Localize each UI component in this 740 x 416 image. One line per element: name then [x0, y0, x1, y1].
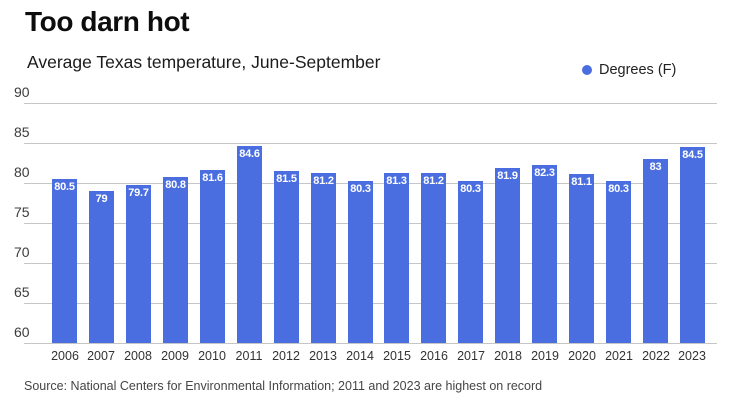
bar-2018: 81.9 [495, 168, 520, 343]
bar-value-label-2018: 81.9 [497, 170, 518, 182]
bar-value-label-2010: 81.6 [202, 172, 223, 184]
y-axis-tick-85: 85 [14, 124, 30, 140]
x-axis-tick-2006: 2006 [51, 349, 79, 363]
x-axis-tick-2016: 2016 [420, 349, 448, 363]
x-axis-tick-2023: 2023 [678, 349, 706, 363]
x-axis-tick-2022: 2022 [642, 349, 670, 363]
y-axis-tick-75: 75 [14, 204, 30, 220]
bar-2019: 82.3 [532, 165, 557, 343]
bar-2014: 80.3 [348, 181, 373, 343]
x-axis-tick-2007: 2007 [87, 349, 115, 363]
x-axis-tick-2017: 2017 [457, 349, 485, 363]
bar-value-label-2012: 81.5 [276, 173, 297, 185]
bar-value-label-2013: 81.2 [313, 175, 334, 187]
bar-2022: 83 [643, 159, 668, 343]
x-axis-tick-2009: 2009 [161, 349, 189, 363]
bar-2007: 79 [89, 191, 114, 343]
bar-value-label-2007: 79 [95, 193, 108, 205]
bar-2013: 81.2 [311, 173, 336, 343]
chart-title: Too darn hot [25, 6, 190, 37]
bar-value-label-2014: 80.3 [350, 183, 371, 195]
bar-2021: 80.3 [606, 181, 631, 343]
bar-2006: 80.5 [52, 179, 77, 343]
x-axis-tick-2008: 2008 [124, 349, 152, 363]
bar-2010: 81.6 [200, 170, 225, 343]
x-axis-tick-2015: 2015 [383, 349, 411, 363]
y-axis-tick-80: 80 [14, 164, 30, 180]
y-axis-tick-90: 90 [14, 84, 30, 100]
x-axis-tick-2021: 2021 [605, 349, 633, 363]
source-note: Source: National Centers for Environment… [24, 379, 543, 393]
legend-dot-icon [582, 65, 592, 75]
bar-value-label-2020: 81.1 [571, 176, 592, 188]
bar-2015: 81.3 [384, 173, 409, 343]
gridline-85 [24, 143, 717, 144]
bar-2011: 84.6 [237, 146, 262, 343]
bar-2009: 80.8 [163, 177, 188, 343]
x-axis-tick-2011: 2011 [235, 349, 263, 363]
x-axis-tick-2018: 2018 [494, 349, 522, 363]
bar-value-label-2021: 80.3 [608, 183, 629, 195]
x-axis-tick-2014: 2014 [346, 349, 374, 363]
bar-value-label-2015: 81.3 [386, 175, 407, 187]
chart-subtitle: Average Texas temperature, June-Septembe… [27, 52, 381, 72]
x-axis-tick-2020: 2020 [568, 349, 596, 363]
x-axis-tick-2013: 2013 [309, 349, 337, 363]
y-axis-tick-65: 65 [14, 284, 30, 300]
y-axis-tick-60: 60 [14, 324, 30, 340]
bar-value-label-2006: 80.5 [54, 181, 75, 193]
x-axis-tick-2010: 2010 [198, 349, 226, 363]
bar-2012: 81.5 [274, 171, 299, 343]
x-axis-tick-2019: 2019 [531, 349, 559, 363]
bar-value-label-2019: 82.3 [534, 167, 555, 179]
bar-2017: 80.3 [458, 181, 483, 343]
bar-2020: 81.1 [569, 174, 594, 343]
bar-value-label-2008: 79.7 [128, 187, 149, 199]
bar-value-label-2017: 80.3 [460, 183, 481, 195]
bar-value-label-2016: 81.2 [423, 175, 444, 187]
bar-value-label-2022: 83 [649, 161, 662, 173]
bar-2023: 84.5 [680, 147, 705, 343]
legend: Degrees (F) [582, 62, 676, 78]
bar-2016: 81.2 [421, 173, 446, 343]
bar-value-label-2023: 84.5 [682, 149, 703, 161]
y-axis-tick-70: 70 [14, 244, 30, 260]
x-axis-tick-2012: 2012 [272, 349, 300, 363]
bar-2008: 79.7 [126, 185, 151, 343]
gridline-60 [24, 343, 717, 344]
bar-value-label-2011: 84.6 [239, 148, 260, 160]
gridline-90 [24, 103, 717, 104]
legend-label: Degrees (F) [599, 62, 677, 78]
bar-value-label-2009: 80.8 [165, 179, 186, 191]
